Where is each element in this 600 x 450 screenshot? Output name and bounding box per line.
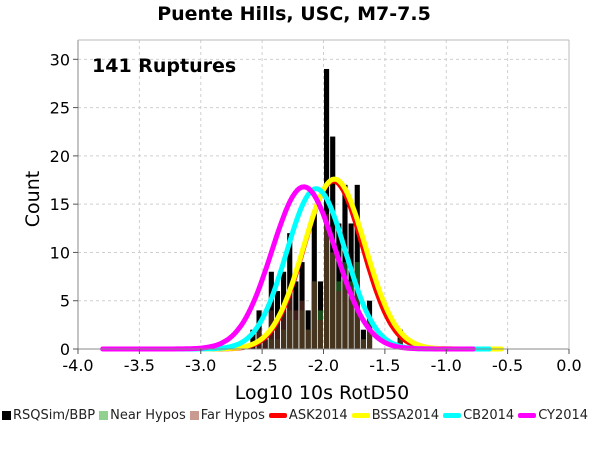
bar-far-hypos: [262, 339, 268, 349]
bar-total: [250, 329, 256, 349]
near-hypos-swatch: [99, 410, 109, 420]
bar-far-hypos: [311, 281, 317, 349]
legend-item-near-hypos: Near Hypos: [99, 404, 186, 426]
x-tick-label: -3.5: [124, 356, 155, 375]
legend-label-cy2014: CY2014: [538, 407, 589, 423]
chart-title: Puente Hills, USC, M7-7.5: [157, 3, 431, 25]
legend-label-far-hypos: Far Hypos: [200, 407, 265, 423]
y-tick-label: 10: [50, 243, 70, 262]
ask2014-swatch: [268, 412, 287, 418]
legend-label-bssa2014: BSSA2014: [371, 407, 440, 423]
x-tick-label: -4.0: [62, 356, 93, 375]
x-tick-label: 0.0: [556, 356, 581, 375]
bar-far-hypos: [317, 320, 323, 349]
legend: RSQSim/BBP Near Hypos Far Hypos ASK2014 …: [2, 404, 598, 426]
bar-far-hypos: [299, 300, 305, 349]
y-axis-label: Count: [22, 171, 44, 227]
x-tick-label: -2.5: [247, 356, 278, 375]
cy2014-swatch: [518, 412, 537, 418]
x-tick-label: -1.0: [431, 356, 462, 375]
bar-far-hypos: [274, 320, 281, 349]
far-hypos-swatch: [189, 410, 199, 420]
bar-far-hypos: [360, 339, 366, 349]
legend-item-cb2014: CB2014: [443, 404, 514, 426]
legend-item-far-hypos: Far Hypos: [189, 404, 265, 426]
legend-item-ask2014: ASK2014: [268, 404, 348, 426]
x-tick-label: -3.0: [185, 356, 216, 375]
x-axis-label: Log10 10s RotD50: [235, 382, 410, 404]
y-tick-label: 15: [50, 195, 70, 214]
bar-far-hypos: [287, 291, 293, 349]
bar-far-hypos: [354, 281, 360, 349]
x-tick-label: -0.5: [492, 356, 523, 375]
legend-label-cb2014: CB2014: [463, 407, 515, 423]
y-tick-label: 25: [50, 99, 70, 118]
bssa2014-swatch: [351, 412, 370, 418]
rupture-count-annotation: 141 Ruptures: [92, 55, 236, 77]
legend-label-ask2014: ASK2014: [288, 407, 348, 423]
bar-far-hypos: [330, 252, 336, 349]
y-tick-label: 20: [50, 147, 70, 166]
rsqsim-swatch: [2, 410, 11, 420]
bar-far-hypos: [336, 291, 342, 349]
plot-area: -4.0 -3.5 -3.0 -2.5 -2.0 -1.5 -1.0 -0.5 0.0 0 5 10 1…: [50, 39, 582, 375]
y-tick-label: 30: [50, 50, 70, 69]
bar-far-hypos: [281, 310, 287, 349]
bar-far-hypos: [293, 310, 299, 349]
bar-far-hypos: [342, 281, 348, 349]
bar-far-hypos: [305, 329, 311, 349]
legend-item-bssa2014: BSSA2014: [351, 404, 440, 426]
bar-far-hypos: [366, 329, 373, 349]
legend-item-cy2014: CY2014: [518, 404, 588, 426]
bar-total: [324, 68, 330, 349]
y-tick-label: 0: [60, 340, 70, 359]
legend-label-near-hypos: Near Hypos: [110, 407, 186, 423]
y-tick-label: 5: [60, 292, 70, 311]
legend-item-rsqsim: RSQSim/BBP: [2, 404, 95, 426]
x-tick-label: -2.0: [308, 356, 339, 375]
bar-far-hypos: [348, 291, 354, 349]
x-tick-label: -1.5: [369, 356, 400, 375]
cb2014-swatch: [443, 412, 462, 418]
bar-far-hypos: [324, 213, 330, 349]
legend-label-rsqsim: RSQSim/BBP: [13, 407, 96, 423]
